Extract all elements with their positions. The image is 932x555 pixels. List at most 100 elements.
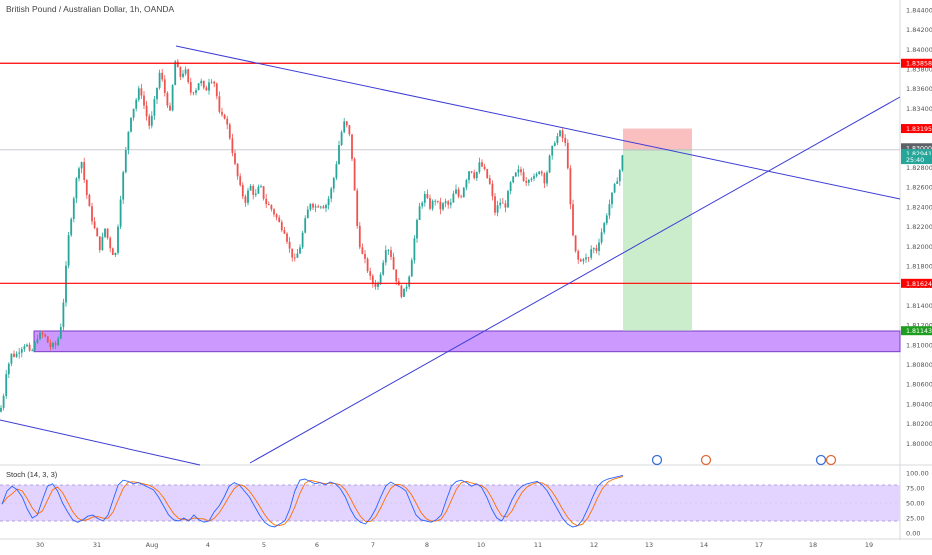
candle-body <box>579 259 582 262</box>
candle-body <box>96 228 99 237</box>
time-tick: 31 <box>93 541 101 549</box>
price-tick: 1.83400 <box>906 105 932 113</box>
candle-body <box>111 248 114 256</box>
candle-body <box>75 178 78 199</box>
time-tick: 30 <box>36 541 44 549</box>
candle-body <box>150 115 153 126</box>
candle-body <box>317 206 320 208</box>
candle-body <box>275 214 278 218</box>
time-tick: 6 <box>315 541 319 549</box>
candle-body <box>605 215 608 224</box>
candle-body <box>288 241 291 249</box>
time-axis[interactable]: 30 31 Aug 4 5 6 7 8 10 11 12 13 14 17 18 19 <box>36 541 873 549</box>
candle-body <box>267 204 270 206</box>
time-tick: 7 <box>371 541 375 549</box>
candle-body <box>392 256 395 270</box>
stoch-label: Stoch (14, 3, 3) <box>6 470 58 479</box>
candle-body <box>556 136 559 144</box>
candle-body <box>494 196 496 213</box>
candle-body <box>244 196 247 203</box>
candle-body <box>387 250 390 251</box>
candle-body <box>345 121 348 126</box>
price-label-box <box>901 58 932 68</box>
candle-body <box>85 179 88 195</box>
time-tick: 11 <box>534 541 542 549</box>
candle-body <box>241 185 244 197</box>
candle-body <box>59 327 62 339</box>
time-tick: 17 <box>755 541 763 549</box>
candle-body <box>153 99 156 116</box>
candle-body <box>452 193 455 203</box>
price-tick: 1.82600 <box>906 184 932 192</box>
price-axis[interactable]: 1.84400 1.84200 1.84000 1.83800 1.83600 1.834… <box>906 6 932 447</box>
candle-body <box>400 285 403 297</box>
price-label-text: 1.81143 <box>906 328 932 335</box>
candle-body <box>551 145 554 156</box>
candle-body <box>522 172 525 182</box>
stoch-tick: 25.00 <box>906 515 925 523</box>
candle-body <box>273 209 275 215</box>
candle-body <box>182 73 184 77</box>
price-tick: 1.83800 <box>906 65 932 73</box>
candle-body <box>319 206 322 208</box>
candle-body <box>260 186 262 188</box>
price-label-text: 1.83195 <box>906 126 932 133</box>
candle-body <box>569 168 572 205</box>
take-profit-zone <box>623 149 692 331</box>
price-tick: 1.83600 <box>906 85 932 93</box>
candle-body <box>447 201 450 205</box>
candle-body <box>314 206 317 208</box>
candle-body <box>161 72 164 80</box>
candle-body <box>286 233 288 242</box>
candle-body <box>431 201 434 209</box>
candle-body <box>223 114 226 119</box>
candle-body <box>514 172 517 177</box>
candle-body <box>475 171 478 179</box>
candle-body <box>278 217 281 223</box>
candle-body <box>403 288 405 297</box>
candle-body <box>592 248 595 250</box>
candle-body <box>353 158 356 191</box>
candle-body <box>265 198 268 205</box>
candle-body <box>23 346 26 350</box>
candle-body <box>247 190 249 203</box>
candle-body <box>187 69 190 83</box>
candle-body <box>312 203 314 208</box>
price-label-text: 1.82941 <box>906 151 932 158</box>
candle-body <box>296 253 299 258</box>
candle-body <box>501 202 504 204</box>
candle-body <box>44 334 47 337</box>
candle-body <box>509 182 512 192</box>
candle-body <box>330 188 333 199</box>
candle-body <box>218 96 221 112</box>
candle-body <box>527 179 530 183</box>
candle-body <box>10 353 13 364</box>
candle-body <box>88 194 91 207</box>
candle-body <box>104 228 106 237</box>
candle-body <box>553 143 556 146</box>
candle-body <box>517 169 520 173</box>
candle-body <box>546 172 548 184</box>
candle-body <box>566 142 569 169</box>
candle-body <box>195 90 197 93</box>
price-tick: 1.81200 <box>906 322 932 330</box>
candle-body <box>226 118 229 125</box>
candle-body <box>520 169 522 173</box>
candle-body <box>418 206 421 220</box>
candle-body <box>205 87 208 91</box>
stoch-k-line <box>1 474 624 528</box>
candle-body <box>179 67 182 77</box>
candle-body <box>416 219 418 239</box>
candle-body <box>444 201 447 204</box>
candle-body <box>408 276 411 287</box>
candle-body <box>143 95 145 106</box>
candle-body <box>299 247 301 254</box>
candle-body <box>127 131 130 151</box>
candle-body <box>540 171 543 174</box>
chart-background <box>0 0 932 540</box>
chart-title: British Pound / Australian Dollar, 1h, O… <box>6 4 175 14</box>
candle-body <box>62 302 65 328</box>
